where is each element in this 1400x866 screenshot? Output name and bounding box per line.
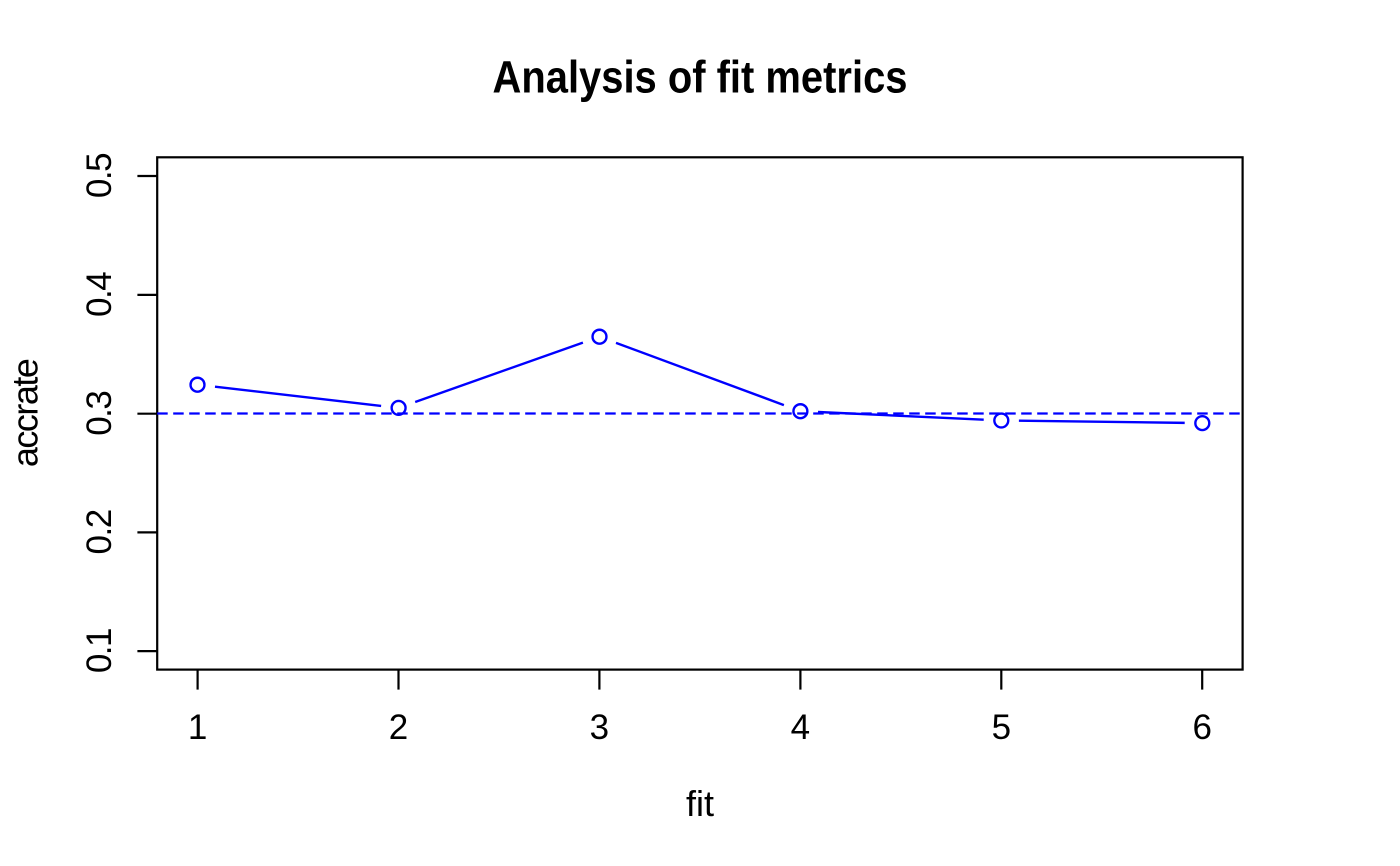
svg-text:0.2: 0.2 [80, 510, 119, 554]
svg-text:2: 2 [389, 708, 408, 747]
svg-text:6: 6 [1192, 708, 1211, 747]
svg-text:Analysis of fit metrics: Analysis of fit metrics [493, 51, 908, 102]
svg-text:4: 4 [791, 708, 810, 747]
svg-text:0.1: 0.1 [80, 629, 119, 673]
svg-text:0.5: 0.5 [80, 154, 119, 198]
svg-text:3: 3 [590, 708, 609, 747]
svg-text:0.3: 0.3 [80, 392, 119, 436]
svg-text:accrate: accrate [4, 359, 45, 467]
svg-text:5: 5 [992, 708, 1011, 747]
svg-text:1: 1 [188, 708, 207, 747]
svg-text:fit: fit [686, 783, 714, 824]
svg-text:0.4: 0.4 [80, 272, 119, 317]
